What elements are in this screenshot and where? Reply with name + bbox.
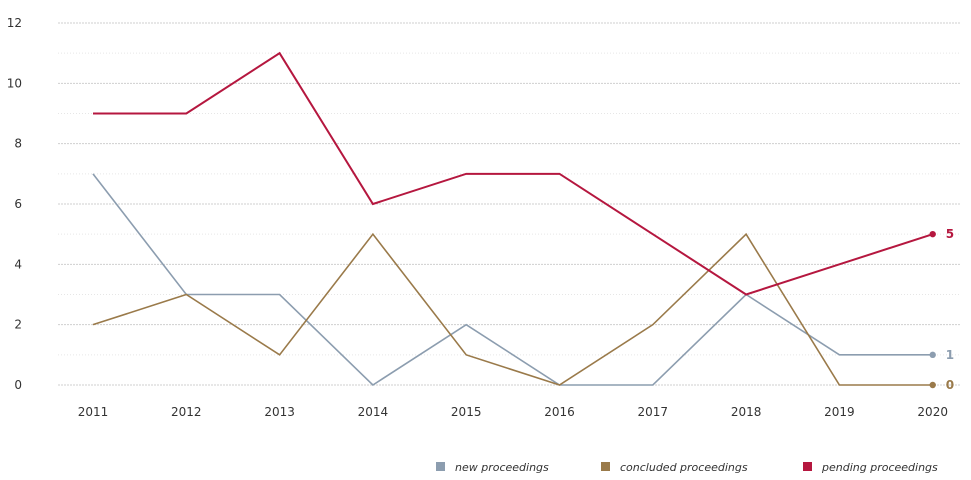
x-tick-label: 2011 [78, 405, 109, 419]
x-tick-label: 2017 [638, 405, 669, 419]
legend-item: pending proceedings [803, 461, 938, 474]
x-tick-label: 2012 [171, 405, 202, 419]
series-pending-proceedings: 5 [93, 51, 954, 296]
x-tick-label: 2019 [824, 405, 855, 419]
x-tick-label: 2016 [544, 405, 575, 419]
series-end-label: 0 [946, 378, 954, 392]
axis-layer: 0 2 4 6 8 10 12 2011 2012 2013 2014 2015 2016 2017 201… [7, 16, 948, 419]
series-layer: 1 0 5 [92, 51, 954, 392]
y-tick-label: 4 [14, 257, 22, 271]
y-tick-label: 8 [14, 137, 22, 151]
legend-label: concluded proceedings [620, 461, 748, 474]
legend-swatch [601, 462, 610, 471]
legend-label: pending proceedings [821, 461, 938, 474]
legend-swatch [803, 462, 812, 471]
legend-item: new proceedings [436, 461, 549, 474]
legend: new proceedings concluded proceedings pend… [436, 461, 938, 474]
legend-label: new proceedings [455, 461, 549, 474]
x-tick-label: 2018 [731, 405, 762, 419]
y-tick-label: 12 [7, 16, 22, 30]
y-tick-label: 0 [14, 378, 22, 392]
series-concluded-proceedings: 0 [92, 232, 954, 392]
series-line [92, 173, 933, 387]
y-tick-label: 10 [7, 76, 22, 90]
series-new-proceedings: 1 [92, 173, 954, 387]
series-end-label: 1 [946, 348, 954, 362]
y-tick-label: 6 [14, 197, 22, 211]
legend-item: concluded proceedings [601, 461, 748, 474]
x-tick-label: 2013 [264, 405, 295, 419]
series-line [93, 51, 934, 296]
x-tick-label: 2015 [451, 405, 482, 419]
series-end-label: 5 [946, 227, 954, 241]
legend-swatch [436, 462, 445, 471]
series-end-marker [929, 230, 936, 238]
series-line [92, 232, 933, 386]
series-end-marker [929, 381, 936, 389]
x-tick-label: 2014 [358, 405, 389, 419]
grid-layer [58, 22, 960, 386]
x-tick-label: 2020 [917, 405, 948, 419]
y-tick-label: 2 [14, 318, 22, 332]
series-end-marker [929, 351, 936, 359]
